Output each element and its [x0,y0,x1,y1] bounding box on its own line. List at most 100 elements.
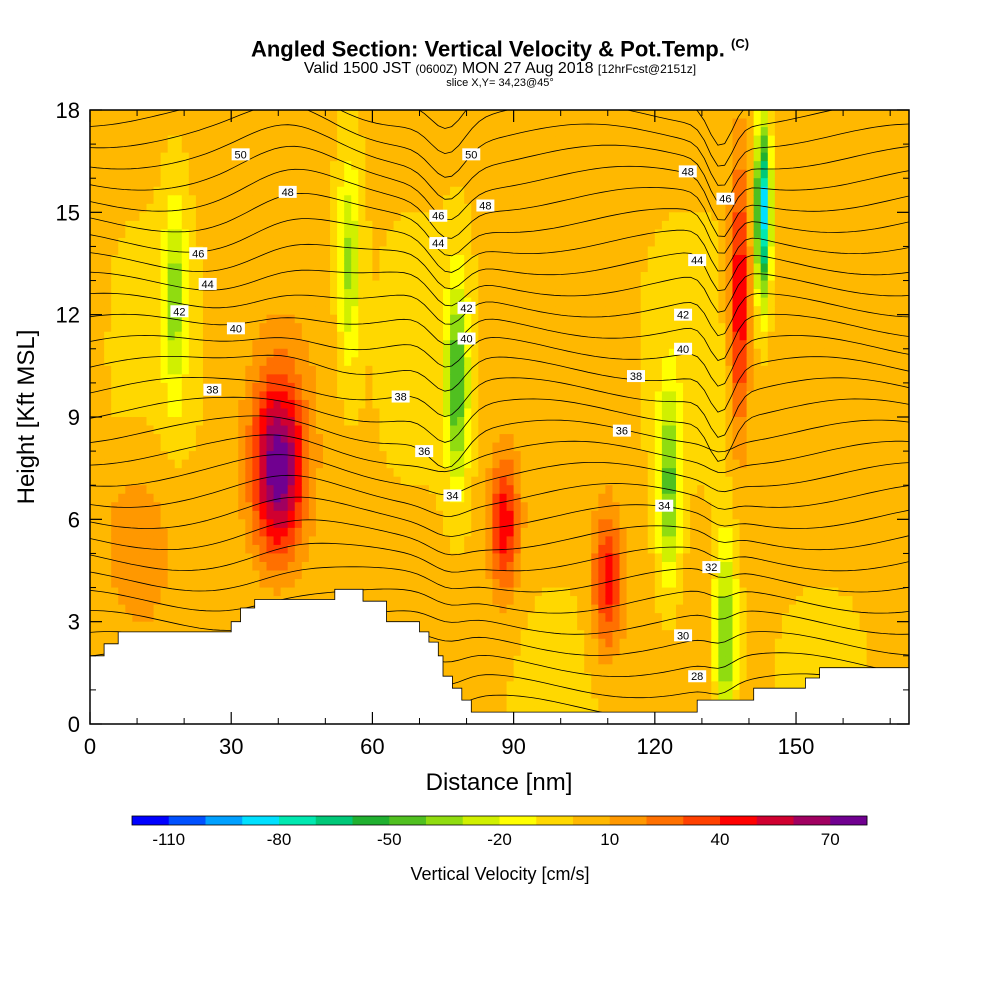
velocity-cell [527,613,536,623]
velocity-cell [118,485,126,495]
velocity-cell [301,323,310,333]
velocity-cell [499,485,508,495]
velocity-cell [146,365,155,375]
velocity-cell [386,425,395,435]
velocity-cell [160,468,169,478]
velocity-cell [97,195,105,205]
velocity-cell [125,442,133,452]
velocity-cell [443,323,451,333]
velocity-cell [386,502,395,512]
velocity-cell [478,553,486,563]
velocity-cell [111,237,119,248]
velocity-cell [457,314,465,324]
velocity-cell [435,527,444,537]
velocity-cell [485,408,494,418]
velocity-cell [322,553,331,563]
velocity-cell [252,374,261,384]
velocity-cell [139,331,148,341]
velocity-cell [421,391,430,401]
velocity-cell [577,263,585,273]
velocity-cell [555,553,564,563]
velocity-cell [294,544,303,555]
velocity-cell [280,544,289,555]
velocity-cell [570,493,578,503]
velocity-cell [563,493,571,503]
velocity-cell [252,544,261,555]
velocity-cell [231,399,239,410]
velocity-cell [153,510,162,520]
velocity-cell [393,382,402,393]
velocity-cell [555,323,564,333]
velocity-cell [407,510,416,520]
velocity-cell [563,451,571,461]
velocity-cell [252,365,261,375]
velocity-cell [231,340,239,350]
velocity-cell [485,382,494,393]
velocity-cell [181,519,190,529]
velocity-cell [294,468,303,478]
velocity-cell [570,127,578,137]
velocity-cell [167,579,176,589]
velocity-cell [393,442,402,452]
velocity-cell [195,510,204,520]
velocity-cell [210,186,218,196]
velocity-cell [238,510,246,520]
velocity-cell [372,425,381,435]
velocity-cell [541,331,550,341]
velocity-cell [485,391,494,401]
velocity-cell [315,212,324,222]
velocity-cell [231,289,239,299]
velocity-cell [464,468,472,478]
velocity-cell [245,365,253,375]
velocity-cell [464,357,472,367]
velocity-cell [344,417,352,427]
velocity-cell [330,476,338,486]
velocity-cell [421,127,430,137]
velocity-cell [534,348,543,358]
velocity-cell [181,434,190,444]
velocity-cell [315,493,324,503]
velocity-cell [563,340,571,350]
velocity-cell [322,118,331,128]
velocity-cell [259,476,268,486]
velocity-cell [188,613,197,623]
velocity-cell [259,306,268,316]
velocity-cell [132,485,141,495]
velocity-cell [160,621,169,631]
velocity-cell [252,510,261,520]
velocity-cell [174,374,183,384]
velocity-cell [287,357,296,367]
velocity-cell [195,536,204,546]
velocity-cell [414,468,423,478]
velocity-cell [294,374,303,384]
velocity-cell [315,118,324,128]
velocity-cell [541,246,550,256]
velocity-cell [400,553,409,563]
velocity-cell [160,561,169,572]
velocity-cell [428,570,437,580]
velocity-cell [534,527,543,537]
velocity-cell [421,408,430,418]
velocity-cell [273,237,282,248]
velocity-cell [224,459,232,469]
velocity-cell [563,579,571,589]
velocity-cell [210,502,218,512]
velocity-cell [358,510,366,520]
velocity-cell [202,596,211,606]
velocity-cell [125,110,133,120]
velocity-cell [435,442,444,452]
velocity-cell [358,297,366,307]
velocity-cell [443,647,451,657]
velocity-cell [217,468,225,478]
velocity-cell [400,280,409,290]
velocity-cell [534,178,543,188]
velocity-cell [273,553,282,563]
velocity-cell [555,110,564,120]
velocity-cell [471,340,479,350]
velocity-cell [435,553,444,563]
velocity-cell [372,306,381,316]
velocity-cell [167,442,176,452]
velocity-cell [294,323,303,333]
velocity-cell [224,442,232,452]
velocity-cell [555,596,564,606]
